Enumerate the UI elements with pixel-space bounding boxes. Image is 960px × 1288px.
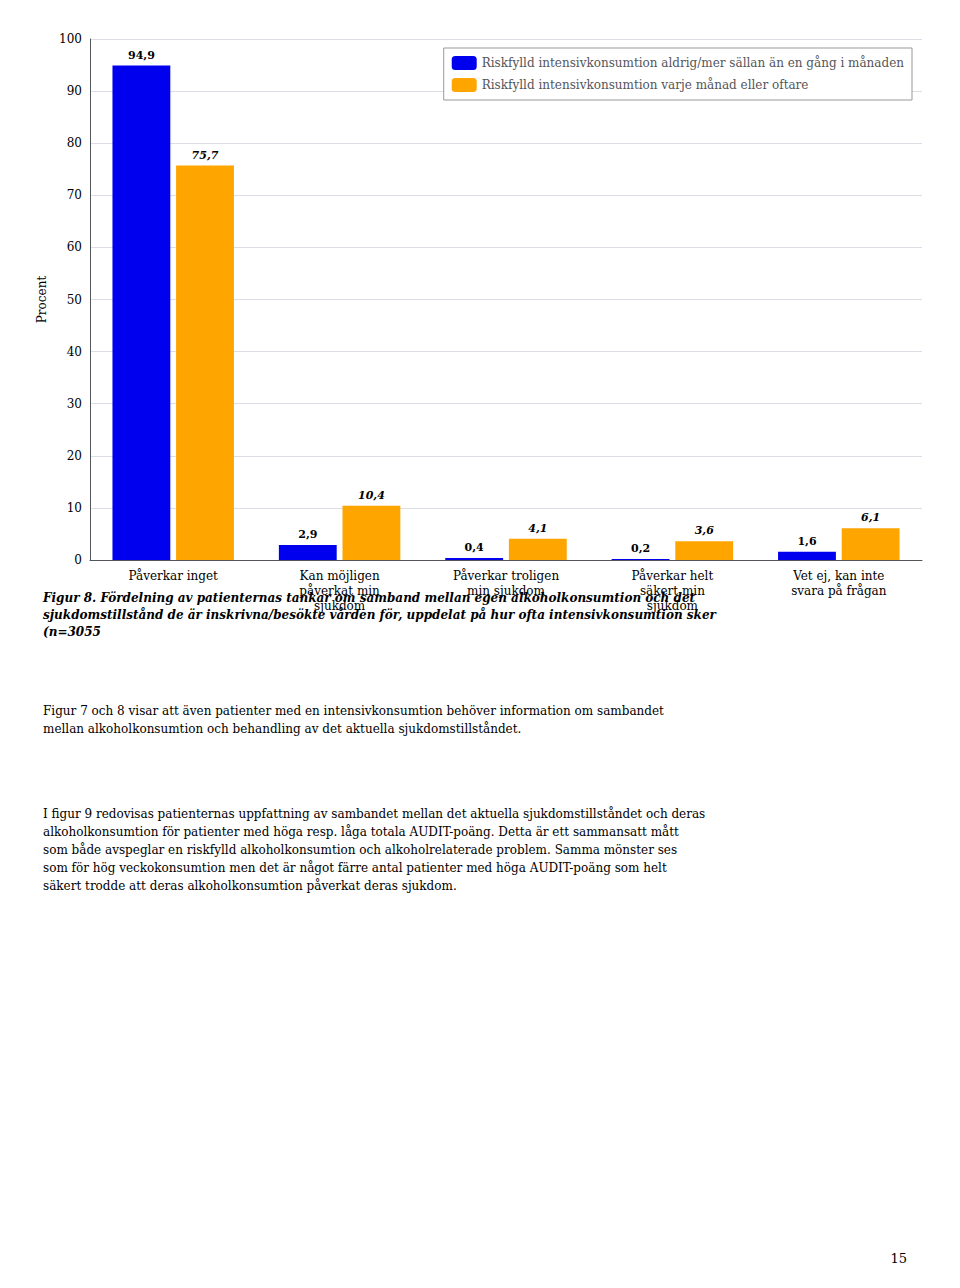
svg-text:I figur 9 redovisas patientern: I figur 9 redovisas patienternas uppfatt… [43,806,705,821]
svg-text:säkert min: säkert min [640,584,705,598]
svg-text:10: 10 [67,501,82,515]
svg-text:Riskfylld intensivkonsumtion v: Riskfylld intensivkonsumtion varje månad… [482,77,809,92]
svg-text:Figur 8. Fördelning av patient: Figur 8. Fördelning av patienternas tank… [43,590,696,605]
svg-text:10,4: 10,4 [358,489,385,502]
svg-text:alkoholkonsumtion för patiente: alkoholkonsumtion för patienter med höga… [43,824,679,839]
svg-text:Påverkar inget: Påverkar inget [128,568,218,583]
svg-text:20: 20 [67,449,82,463]
svg-text:Figur 7 och 8 visar att även p: Figur 7 och 8 visar att även patienter m… [43,704,664,718]
svg-text:Procent: Procent [35,276,49,324]
svg-text:75,7: 75,7 [192,149,219,162]
svg-text:sjukdom: sjukdom [647,599,699,613]
svg-text:0,4: 0,4 [465,541,484,554]
svg-text:100: 100 [59,32,82,46]
svg-text:svara på frågan: svara på frågan [791,583,887,598]
svg-text:2,9: 2,9 [298,528,317,541]
svg-text:4,1: 4,1 [528,522,547,535]
svg-text:90: 90 [67,84,82,98]
svg-text:50: 50 [67,293,82,307]
svg-text:min sjukdom: min sjukdom [467,584,546,598]
svg-text:40: 40 [67,345,82,359]
svg-text:80: 80 [67,136,82,150]
svg-text:1,6: 1,6 [797,535,816,548]
svg-text:0,2: 0,2 [631,542,650,555]
svg-text:(n=3055: (n=3055 [43,625,101,639]
svg-text:30: 30 [67,397,82,411]
svg-text:3,6: 3,6 [695,524,714,537]
svg-text:Riskfylld intensivkonsumtion a: Riskfylld intensivkonsumtion aldrig/mer … [482,55,905,70]
svg-text:sjukdomstillstånd de är inskri: sjukdomstillstånd de är inskrivna/besökt… [43,607,718,622]
svg-text:säkert trodde att deras alkoho: säkert trodde att deras alkoholkonsumtio… [43,878,457,893]
svg-text:0: 0 [74,553,82,567]
svg-text:6,1: 6,1 [861,511,880,524]
svg-text:15: 15 [890,1251,907,1266]
svg-text:sjukdom: sjukdom [314,599,366,613]
svg-text:Påverkar troligen: Påverkar troligen [453,568,560,583]
svg-text:Vet ej, kan inte: Vet ej, kan inte [792,569,884,583]
svg-text:som både avspeglar en riskfyll: som både avspeglar en riskfylld alkoholk… [43,842,677,857]
svg-text:70: 70 [67,188,82,202]
svg-text:Påverkar helt: Påverkar helt [632,568,714,583]
svg-text:94,9: 94,9 [128,49,155,62]
svg-text:60: 60 [67,240,82,254]
svg-text:mellan alkoholkonsumtion och b: mellan alkoholkonsumtion och behandling … [43,721,521,736]
svg-text:Kan möjligen: Kan möjligen [300,569,380,583]
svg-text:som för hög veckokonsumtion me: som för hög veckokonsumtion men det är n… [43,860,667,875]
svg-text:påverkat min: påverkat min [299,583,380,598]
